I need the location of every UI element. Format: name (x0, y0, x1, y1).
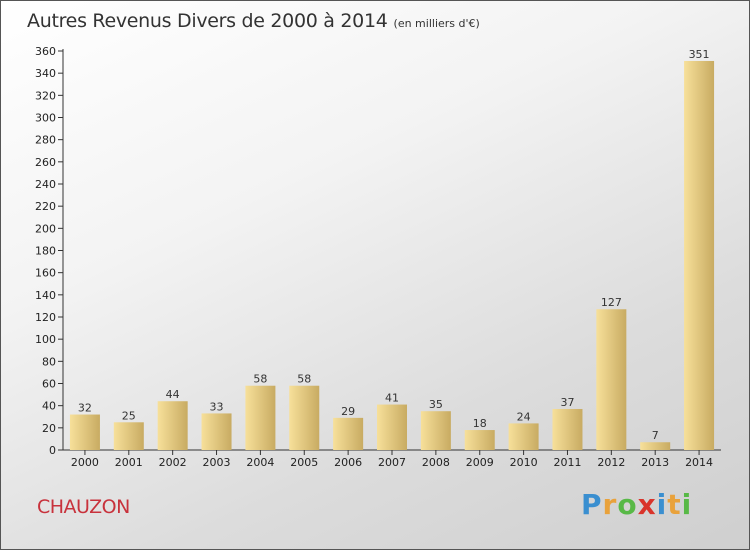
logo-letter: t (667, 488, 682, 521)
y-tick-label: 120 (35, 311, 56, 324)
data-label: 35 (429, 398, 443, 411)
x-tick-label: 2001 (115, 456, 143, 469)
data-label: 351 (689, 48, 710, 61)
y-tick-label: 200 (35, 222, 56, 235)
logo-letter: P (581, 488, 603, 521)
bar (420, 411, 451, 450)
bar (201, 413, 232, 450)
x-tick-label: 2003 (203, 456, 231, 469)
data-label: 24 (517, 410, 531, 423)
y-tick-label: 320 (35, 89, 56, 102)
bar (333, 417, 364, 450)
x-tick-label: 2007 (378, 456, 406, 469)
bar (640, 442, 671, 450)
data-label: 44 (166, 388, 180, 401)
y-tick-label: 240 (35, 178, 56, 191)
chart-title: Autres Revenus Divers de 2000 à 2014 (en … (27, 10, 480, 32)
logo-letter: i (656, 488, 668, 521)
bar (684, 60, 715, 450)
x-tick-label: 2013 (641, 456, 669, 469)
bar (596, 309, 627, 450)
y-tick-label: 220 (35, 200, 56, 213)
data-label: 7 (652, 429, 659, 442)
y-axis: 0 20 40 60 80 100 120 140 160 180 200 220 240 260 280 3… (35, 45, 64, 457)
x-tick-label: 2011 (553, 456, 581, 469)
y-tick-label: 140 (35, 289, 56, 302)
proxiti-logo: Proxiti (581, 488, 692, 521)
y-tick-label: 40 (42, 400, 56, 413)
x-tick-label: 2004 (246, 456, 274, 469)
value-labels: 32 25 44 33 58 58 29 41 35 18 24 37 127 7 351 (78, 48, 710, 442)
x-tick-label: 2005 (290, 456, 318, 469)
data-label: 37 (560, 396, 574, 409)
y-tick-label: 180 (35, 245, 56, 258)
y-tick-label: 160 (35, 267, 56, 280)
x-axis: 2000 2001 2002 2003 2004 2005 2006 2007 2008 2009… (63, 449, 721, 469)
bar (464, 430, 495, 450)
bars (69, 60, 715, 450)
y-tick-label: 280 (35, 134, 56, 147)
y-tick-label: 260 (35, 156, 56, 169)
data-label: 41 (385, 392, 399, 405)
x-tick-label: 2009 (466, 456, 494, 469)
logo-letter: x (637, 488, 657, 521)
data-label: 58 (297, 373, 311, 386)
x-tick-label: 2000 (71, 456, 99, 469)
bar (289, 385, 320, 450)
bar (377, 404, 407, 450)
x-tick-label: 2002 (159, 456, 187, 469)
logo-letter: o (617, 488, 638, 521)
bar (552, 408, 583, 450)
data-label: 127 (601, 296, 622, 309)
chart-unit: (en milliers d'€) (393, 17, 480, 30)
y-tick-label: 20 (42, 422, 56, 435)
data-label: 33 (210, 400, 224, 413)
y-tick-label: 0 (49, 444, 56, 457)
x-tick-label: 2006 (334, 456, 362, 469)
x-tick-label: 2008 (422, 456, 450, 469)
chart-title-text: Autres Revenus Divers de 2000 à 2014 (27, 10, 388, 32)
bar (113, 422, 144, 450)
y-tick-label: 80 (42, 355, 56, 368)
logo-letter: r (602, 488, 618, 521)
bar (508, 423, 539, 450)
bar (69, 414, 100, 450)
data-label: 29 (341, 405, 355, 418)
y-tick-label: 360 (35, 45, 56, 58)
y-tick-label: 300 (35, 112, 56, 125)
data-label: 58 (253, 373, 267, 386)
commune-name: CHAUZON (37, 496, 130, 518)
y-tick-label: 60 (42, 378, 56, 391)
bar (157, 401, 188, 450)
x-tick-label: 2010 (510, 456, 538, 469)
bar (245, 385, 276, 450)
x-tick-label: 2014 (685, 456, 713, 469)
x-tick-label: 2012 (597, 456, 625, 469)
data-label: 18 (473, 417, 487, 430)
data-label: 25 (122, 409, 136, 422)
logo-letter: i (681, 488, 693, 521)
y-tick-label: 100 (35, 333, 56, 346)
data-label: 32 (78, 402, 92, 415)
y-tick-label: 340 (35, 67, 56, 80)
